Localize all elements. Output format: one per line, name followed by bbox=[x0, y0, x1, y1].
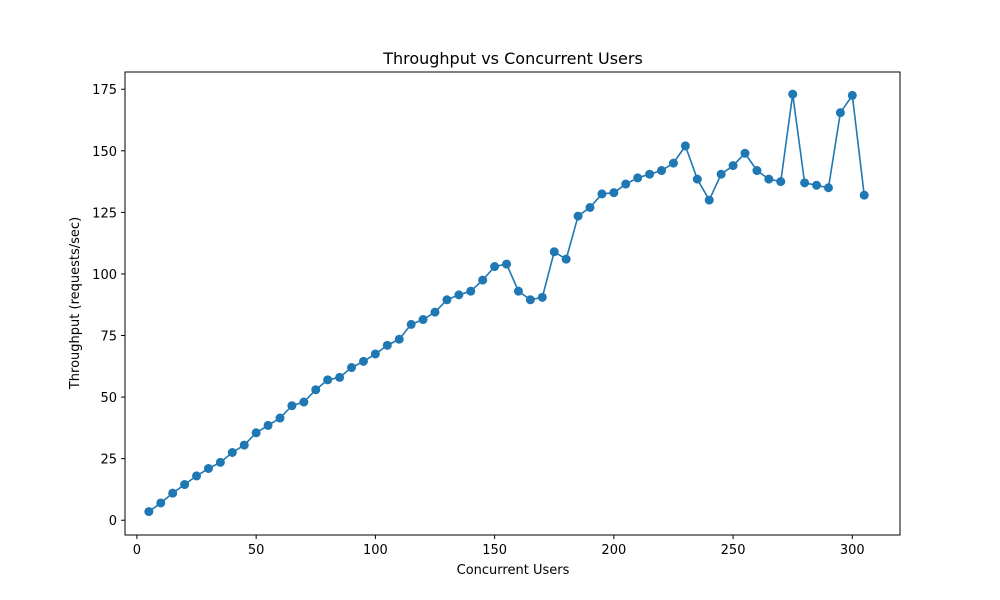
data-point bbox=[549, 247, 559, 257]
data-point bbox=[692, 174, 702, 184]
data-point bbox=[657, 166, 667, 176]
data-point bbox=[740, 148, 750, 158]
data-point bbox=[812, 180, 822, 190]
data-point bbox=[430, 307, 440, 317]
data-point bbox=[406, 319, 416, 329]
data-point bbox=[513, 286, 523, 296]
data-point bbox=[823, 183, 833, 193]
data-point bbox=[466, 286, 476, 296]
x-axis-label: Concurrent Users bbox=[457, 563, 570, 578]
data-point bbox=[335, 372, 345, 382]
data-point bbox=[215, 457, 225, 467]
x-tick-label: 100 bbox=[363, 543, 388, 558]
data-point bbox=[776, 177, 786, 187]
data-point bbox=[144, 507, 154, 517]
data-point bbox=[287, 401, 297, 411]
data-point bbox=[168, 488, 178, 498]
series-line bbox=[148, 93, 866, 513]
data-point bbox=[263, 420, 273, 430]
data-point bbox=[668, 158, 678, 168]
data-point bbox=[156, 498, 166, 508]
data-point bbox=[275, 413, 285, 423]
x-tick-label: 150 bbox=[482, 543, 507, 558]
data-point bbox=[645, 169, 655, 179]
data-point bbox=[835, 108, 845, 118]
data-point bbox=[752, 166, 762, 176]
data-point bbox=[490, 262, 500, 272]
data-point bbox=[323, 375, 333, 385]
plot-frame bbox=[124, 71, 901, 536]
x-tick-label: 250 bbox=[721, 543, 746, 558]
data-point bbox=[442, 295, 452, 305]
data-point bbox=[180, 480, 190, 490]
y-tick-label: 25 bbox=[100, 453, 117, 468]
data-point bbox=[609, 188, 619, 198]
data-point bbox=[227, 447, 237, 457]
data-point bbox=[311, 385, 321, 395]
data-point bbox=[382, 340, 392, 350]
y-tick-label: 175 bbox=[92, 83, 117, 98]
data-point bbox=[728, 161, 738, 171]
data-point bbox=[633, 173, 643, 183]
y-tick-label: 150 bbox=[92, 145, 117, 160]
data-point bbox=[394, 334, 404, 344]
data-point bbox=[764, 174, 774, 184]
y-tick-label: 75 bbox=[100, 330, 117, 345]
data-point bbox=[621, 179, 631, 189]
data-point bbox=[800, 178, 810, 188]
x-tick-label: 300 bbox=[840, 543, 865, 558]
x-tick-label: 50 bbox=[248, 543, 265, 558]
data-point bbox=[704, 195, 714, 205]
data-point bbox=[203, 464, 213, 474]
data-point bbox=[347, 363, 357, 373]
y-tick-label: 50 bbox=[100, 391, 117, 406]
data-point bbox=[478, 275, 488, 285]
data-point bbox=[597, 189, 607, 199]
data-point bbox=[561, 254, 571, 264]
data-point bbox=[859, 190, 869, 200]
data-point bbox=[847, 90, 857, 100]
y-tick-label: 125 bbox=[92, 206, 117, 221]
y-tick-label: 0 bbox=[109, 514, 117, 529]
data-point bbox=[239, 440, 249, 450]
data-point bbox=[525, 295, 535, 305]
data-point bbox=[573, 211, 583, 221]
data-point bbox=[788, 89, 798, 99]
data-point bbox=[299, 397, 309, 407]
data-point bbox=[680, 141, 690, 151]
chart-title: Throughput vs Concurrent Users bbox=[382, 49, 643, 68]
x-tick-label: 200 bbox=[601, 543, 626, 558]
y-axis-label: Throughput (requests/sec) bbox=[68, 217, 83, 390]
data-point bbox=[502, 259, 512, 269]
data-point bbox=[251, 428, 261, 438]
data-point bbox=[454, 290, 464, 300]
data-point bbox=[537, 292, 547, 302]
data-point bbox=[370, 349, 380, 359]
data-point bbox=[358, 356, 368, 366]
data-point bbox=[418, 315, 428, 325]
y-tick-label: 100 bbox=[92, 268, 117, 283]
data-point bbox=[192, 471, 202, 481]
x-tick-label: 0 bbox=[133, 543, 141, 558]
data-point bbox=[585, 202, 595, 212]
data-point bbox=[716, 169, 726, 179]
